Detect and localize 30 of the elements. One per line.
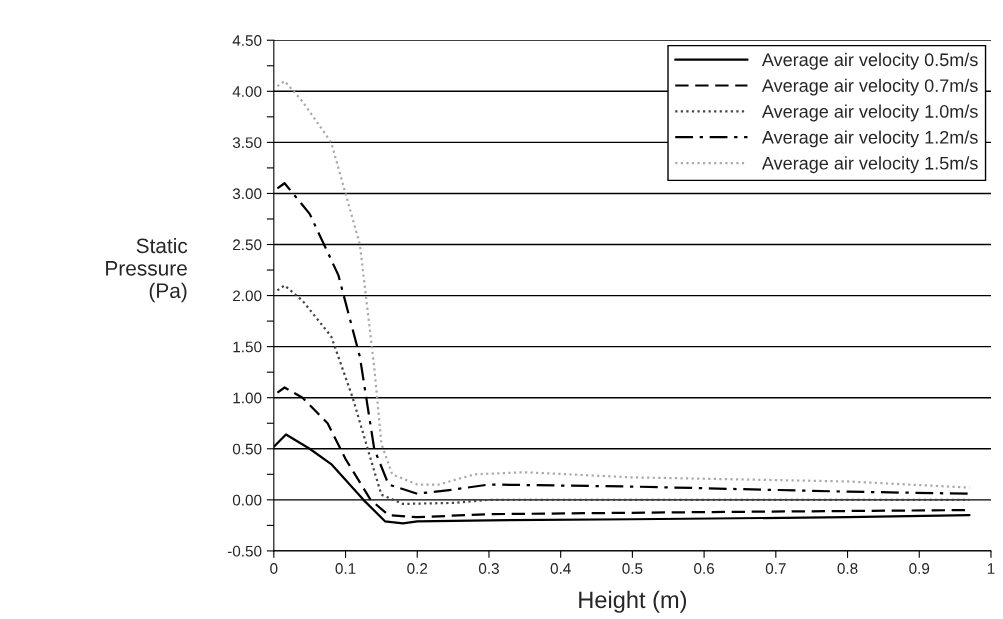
- x-tick-label: 0: [270, 563, 278, 574]
- legend-label: Average air velocity 1.0m/s: [761, 104, 978, 122]
- x-tick-label: 0.2: [407, 563, 428, 574]
- x-tick-label: 0.9: [909, 563, 930, 574]
- x-tick-label: 0.8: [837, 563, 858, 574]
- x-axis-title: Height (m): [579, 590, 687, 613]
- y-tick-label: 0.50: [232, 443, 262, 455]
- legend-label: Average air velocity 0.7m/s: [761, 78, 978, 96]
- line-series: [276, 284, 971, 506]
- y-tick-label: 1.50: [233, 341, 262, 353]
- legend-label: Average air velocity 1.5m/s: [761, 156, 978, 174]
- legend-label: Average air velocity 0.5m/s: [761, 52, 978, 70]
- y-tick-label: 0.00: [232, 494, 262, 506]
- legend-label: Average air velocity 1.2m/s: [761, 130, 978, 148]
- y-axis-title: Static Pressure (Pa): [106, 237, 188, 303]
- y-tick-label: 2.50: [233, 239, 262, 251]
- x-tick-label: 0.6: [694, 563, 715, 574]
- y-tick-label: 1.00: [233, 392, 262, 404]
- y-tick-label: 3.00: [232, 188, 262, 200]
- x-tick-label: 0.1: [335, 563, 356, 574]
- y-tick-label: 2.00: [233, 290, 262, 302]
- x-tick-label: 0.7: [765, 563, 786, 574]
- x-tick-label: 0.5: [622, 563, 643, 574]
- y-tick-label: 4.50: [232, 35, 262, 46]
- y-tick-label: -0.50: [227, 545, 262, 557]
- y-tick-label: 3.50: [232, 137, 262, 149]
- x-tick-label: 0.4: [550, 563, 571, 574]
- x-tick-label: 0.3: [478, 563, 499, 574]
- x-tick-label: 1: [987, 563, 995, 574]
- y-tick-label: 4.00: [232, 86, 262, 97]
